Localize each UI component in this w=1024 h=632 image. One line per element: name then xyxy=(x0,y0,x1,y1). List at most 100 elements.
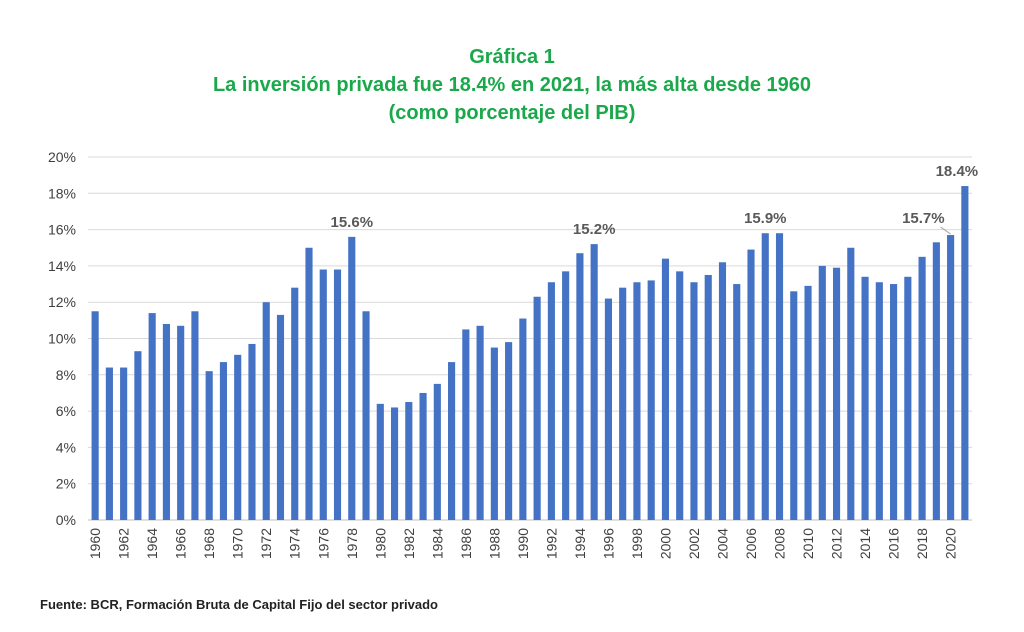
y-tick-label: 10% xyxy=(48,331,76,347)
bar xyxy=(348,236,356,521)
bar xyxy=(276,314,285,520)
bar xyxy=(647,280,655,520)
bar xyxy=(619,287,627,520)
data-label: 15.6% xyxy=(331,214,374,231)
bar xyxy=(134,351,142,520)
bar xyxy=(405,402,413,520)
bar xyxy=(633,282,641,520)
x-tick-label: 1984 xyxy=(429,528,445,559)
y-tick-label: 4% xyxy=(56,439,76,455)
chart-title-line-1: Gráfica 1 xyxy=(469,46,555,68)
bar xyxy=(961,186,969,521)
x-tick-label: 1980 xyxy=(372,528,388,559)
x-tick-label: 1964 xyxy=(144,528,160,559)
y-tick-label: 12% xyxy=(48,294,76,310)
x-tick-label: 1992 xyxy=(543,528,559,559)
bar xyxy=(519,318,527,520)
source-note: Fuente: BCR, Formación Bruta de Capital … xyxy=(40,597,438,612)
data-label: 15.7% xyxy=(902,210,945,227)
bar xyxy=(718,262,727,520)
bar xyxy=(832,267,841,520)
bar xyxy=(362,311,370,520)
bar xyxy=(105,367,113,520)
bar xyxy=(533,296,541,520)
bar xyxy=(804,285,812,520)
bar xyxy=(775,233,784,521)
x-tick-label: 1996 xyxy=(600,528,616,559)
bar xyxy=(448,362,456,520)
data-label: 18.4% xyxy=(936,163,979,180)
bar xyxy=(704,274,712,520)
bar xyxy=(576,253,584,520)
y-tick-label: 14% xyxy=(48,258,76,274)
bar xyxy=(790,291,798,520)
bar xyxy=(932,242,940,520)
x-tick-label: 1998 xyxy=(629,528,645,559)
bar xyxy=(219,362,228,520)
bar xyxy=(376,403,384,520)
bar xyxy=(861,276,869,520)
bar xyxy=(947,235,955,521)
x-tick-label: 1974 xyxy=(287,528,303,559)
bar xyxy=(562,271,570,520)
x-tick-label: 1976 xyxy=(315,528,331,559)
y-tick-label: 18% xyxy=(48,185,76,201)
bar xyxy=(490,347,498,520)
bar xyxy=(319,269,327,520)
bar xyxy=(148,313,156,520)
x-tick-label: 1994 xyxy=(572,528,588,559)
bar xyxy=(890,284,898,520)
bar xyxy=(120,367,128,520)
x-tick-label: 2016 xyxy=(886,528,902,559)
bar xyxy=(661,258,670,520)
x-tick-label: 1968 xyxy=(201,528,217,559)
bar xyxy=(818,265,826,520)
x-tick-label: 1990 xyxy=(515,528,531,559)
data-label: 15.9% xyxy=(744,210,787,227)
y-tick-label: 8% xyxy=(56,367,76,383)
y-tick-label: 16% xyxy=(48,222,76,238)
x-tick-label: 2006 xyxy=(743,528,759,559)
bar xyxy=(291,287,299,520)
bar xyxy=(547,282,555,520)
x-tick-label: 2004 xyxy=(714,528,730,559)
bar xyxy=(162,323,170,520)
bar xyxy=(505,342,513,520)
bar xyxy=(177,325,185,520)
bar xyxy=(847,247,855,520)
bar xyxy=(676,271,684,520)
bar xyxy=(733,284,741,520)
bar xyxy=(91,311,99,520)
y-tick-label: 20% xyxy=(48,149,76,165)
x-tick-label: 1970 xyxy=(230,528,246,559)
bar xyxy=(590,244,598,520)
bar xyxy=(390,407,399,520)
y-tick-label: 6% xyxy=(56,403,76,419)
x-tick-label: 2000 xyxy=(657,528,673,559)
y-tick-label: 0% xyxy=(56,512,76,528)
bar xyxy=(476,325,484,520)
bar xyxy=(433,383,441,520)
x-tick-label: 2008 xyxy=(772,528,788,559)
bar xyxy=(305,247,313,520)
data-label: 15.2% xyxy=(573,221,616,238)
bar xyxy=(333,269,342,520)
bar xyxy=(234,354,242,520)
bar xyxy=(262,302,270,520)
chart-title-line-2: La inversión privada fue 18.4% en 2021, … xyxy=(212,74,812,96)
bar xyxy=(462,329,470,520)
bar xyxy=(761,233,769,521)
x-tick-label: 2012 xyxy=(829,528,845,559)
chart-title-line-3: (como porcentaje del PIB) xyxy=(388,102,636,124)
x-tick-label: 1962 xyxy=(116,528,132,559)
x-tick-label: 1982 xyxy=(401,528,417,559)
bar xyxy=(205,371,213,520)
x-tick-label: 2020 xyxy=(943,528,959,559)
x-tick-label: 1978 xyxy=(344,528,360,559)
x-tick-label: 2018 xyxy=(914,528,930,559)
bar xyxy=(904,276,912,520)
bar xyxy=(604,298,612,520)
bar xyxy=(875,282,883,520)
y-tick-label: 2% xyxy=(56,476,76,492)
x-tick-label: 2010 xyxy=(800,528,816,559)
